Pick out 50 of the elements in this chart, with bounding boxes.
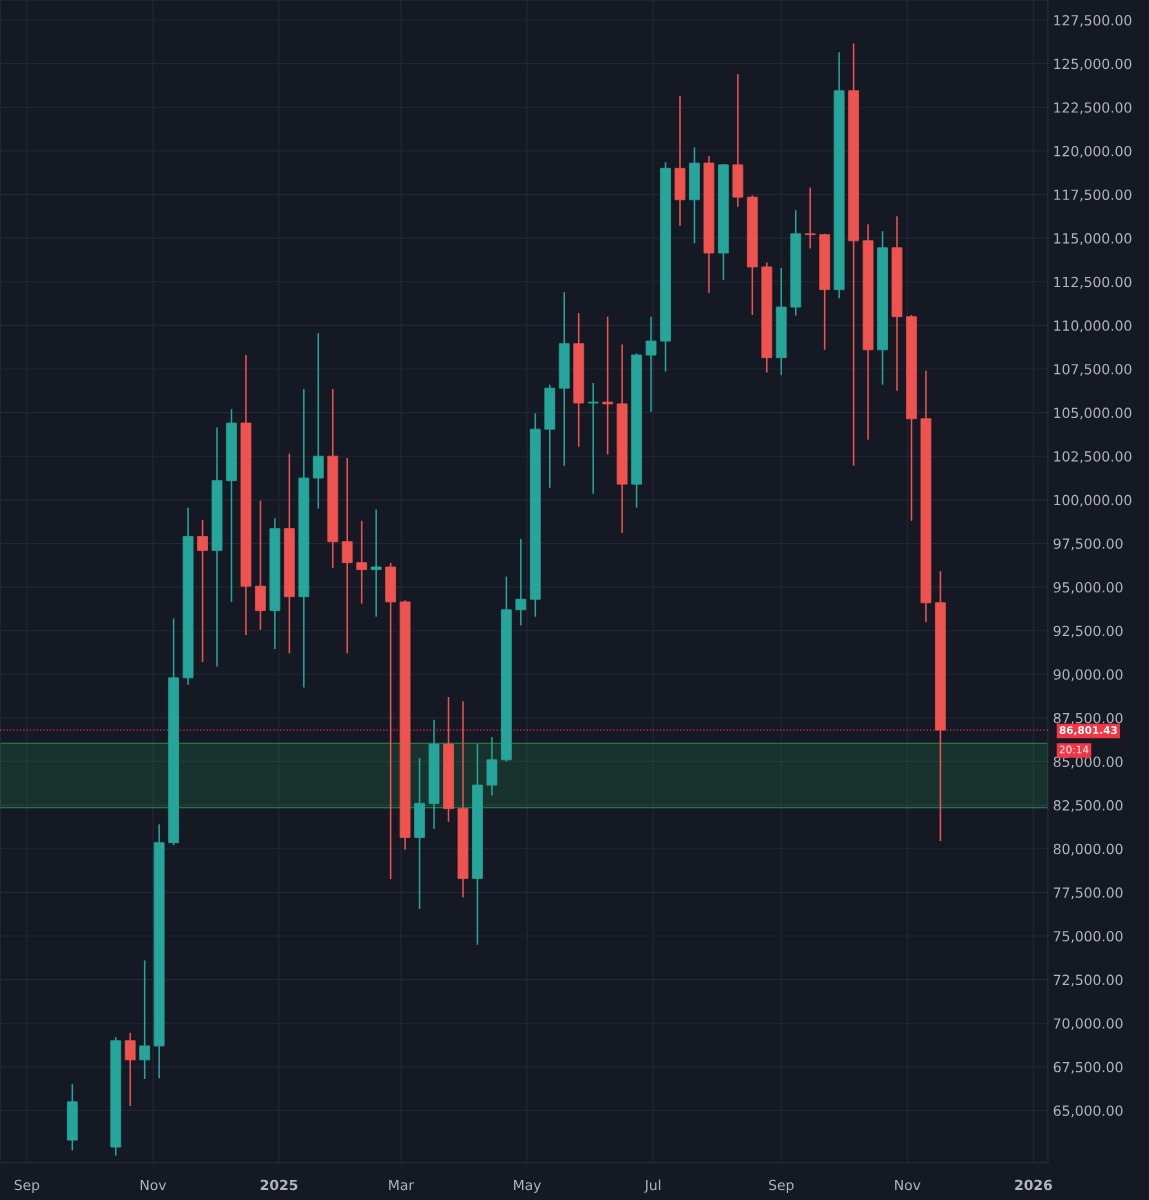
- y-tick-label: 67,500.00: [1053, 1061, 1123, 1074]
- x-tick-label: Nov: [140, 1179, 167, 1191]
- text: 20:14: [1059, 745, 1089, 754]
- y-tick-label: 85,000.00: [1053, 756, 1123, 769]
- x-tick-label: 2026: [1015, 1179, 1052, 1191]
- x-tick-label: May: [514, 1179, 541, 1193]
- candlestick: [385, 561, 397, 881]
- y-tick-label: 107,500.00: [1054, 363, 1132, 376]
- y-tick-label: 77,500.00: [1053, 887, 1123, 900]
- y-tick-label: 92,500.00: [1053, 625, 1123, 638]
- x-tick-label: Jul: [644, 1179, 661, 1193]
- y-tick-label: 120,000.00: [1054, 145, 1132, 158]
- candlestick: [602, 315, 614, 456]
- candlestick: [370, 508, 382, 618]
- candlestick: [139, 959, 151, 1080]
- candlestick: [197, 519, 208, 663]
- y-tick-label: 125,000.00: [1054, 58, 1132, 71]
- y-tick-label: 110,000.00: [1054, 320, 1132, 333]
- y-tick-label: 72,500.00: [1053, 974, 1123, 987]
- candlestick: [804, 186, 816, 250]
- y-tick-label: 70,000.00: [1053, 1018, 1123, 1031]
- y-tick-label: 95,000.00: [1053, 582, 1123, 594]
- y-tick-label: 115,000.00: [1054, 233, 1132, 246]
- y-tick-label: 102,500.00: [1054, 451, 1132, 464]
- y-tick-label: 127,500.00: [1054, 15, 1132, 27]
- y-tick-label: 97,500.00: [1053, 538, 1123, 551]
- candlestick: [356, 520, 368, 605]
- x-tick-label: 2025: [260, 1179, 298, 1191]
- y-tick-label: 75,000.00: [1053, 930, 1123, 943]
- y-tick-label: 122,500.00: [1054, 102, 1132, 115]
- y-tick-label: 82,500.00: [1053, 800, 1123, 813]
- x-tick-label: Sep: [769, 1179, 794, 1193]
- x-tick-label: Sep: [14, 1179, 40, 1193]
- y-tick-label: 105,000.00: [1054, 407, 1132, 420]
- candlestick: [124, 1032, 136, 1107]
- y-tick-label: 90,000.00: [1053, 669, 1123, 682]
- candlestick: [645, 315, 657, 413]
- y-tick-label: 80,000.00: [1053, 843, 1123, 856]
- y-tick-label: 117,500.00: [1054, 189, 1132, 202]
- y-tick-label: 87,500.00: [1053, 712, 1123, 725]
- candlestick: [312, 332, 324, 510]
- candlestick: [341, 457, 353, 655]
- x-tick-label: Nov: [895, 1179, 921, 1191]
- candlestick: [587, 382, 599, 495]
- y-tick-label: 65,000.00: [1053, 1105, 1123, 1118]
- x-tick-label: Mar: [389, 1179, 415, 1191]
- y-tick-label: 100,000.00: [1054, 494, 1132, 507]
- candlestick: [515, 538, 527, 627]
- ref-line-label: 86,801.43: [1059, 726, 1117, 736]
- y-tick-label: 112,500.00: [1054, 276, 1132, 289]
